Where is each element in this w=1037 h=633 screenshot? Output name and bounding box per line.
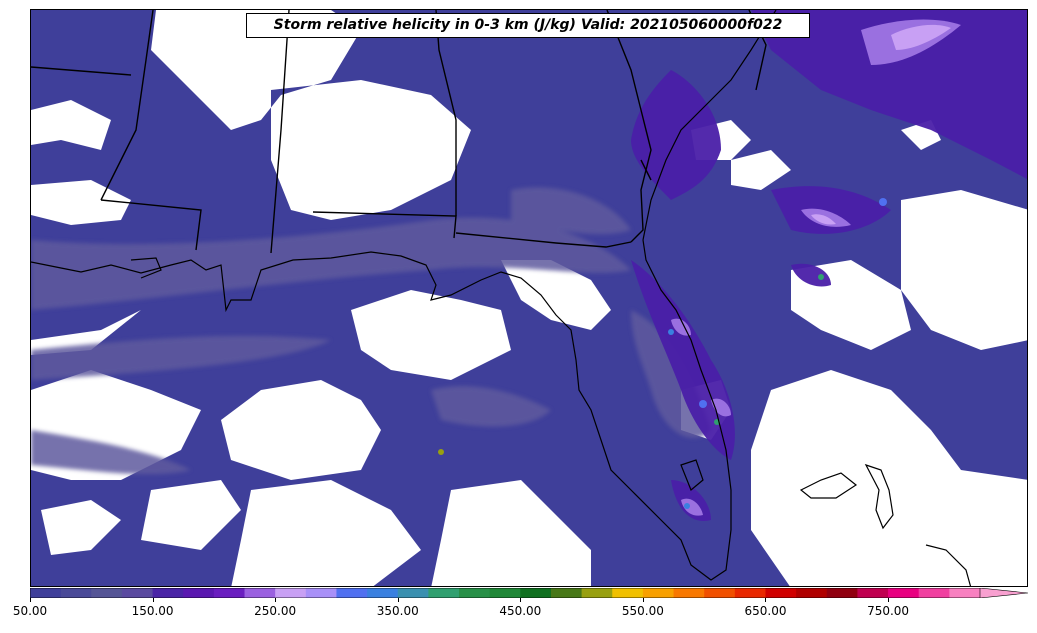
colorbar-tick (642, 598, 644, 602)
colorbar-tick-label: 750.00 (867, 604, 910, 618)
colorbar-segment (765, 588, 797, 598)
colorbar-segment (275, 588, 307, 598)
colorbar-segment (796, 588, 828, 598)
helicity-base-region (31, 10, 1027, 586)
colorbar-segment (121, 588, 154, 598)
colorbar-tick (152, 598, 154, 602)
colorbar-extend-arrow (979, 588, 1028, 598)
colorbar-segment (704, 588, 736, 598)
helicity-map (31, 10, 1027, 586)
colorbar-segment (152, 588, 184, 598)
colorbar-tick-label: 250.00 (254, 604, 297, 618)
colorbar-segment (642, 588, 675, 598)
colorbar-segment (520, 588, 552, 598)
colorbar-segment (213, 588, 246, 598)
helicity-field (31, 10, 1027, 586)
colorbar-tick-label: 450.00 (499, 604, 542, 618)
colorbar-tick-label: 650.00 (744, 604, 787, 618)
colorbar-segment (305, 588, 337, 598)
colorbar-segment (428, 588, 460, 598)
colorbar-tick-label: 150.00 (131, 604, 174, 618)
colorbar (30, 588, 1028, 598)
colorbar-segment (367, 588, 399, 598)
colorbar-segment (673, 588, 705, 598)
colorbar-segment (183, 588, 215, 598)
colorbar-segment (459, 588, 491, 598)
colorbar-segment (612, 588, 644, 598)
colorbar-segment (489, 588, 521, 598)
colorbar-segment (550, 588, 583, 598)
colorbar-tick-label: 550.00 (621, 604, 664, 618)
colorbar-segment (734, 588, 766, 598)
colorbar-segment (888, 588, 920, 598)
colorbar-tick (520, 598, 522, 602)
colorbar-segment (397, 588, 429, 598)
helicity-pale-pockets (811, 24, 951, 225)
colorbar-segment (857, 588, 889, 598)
colorbar-tick (275, 598, 277, 602)
colorbar-segment (244, 588, 276, 598)
colorbar-tick-label: 350.00 (376, 604, 419, 618)
colorbar-tick (397, 598, 399, 602)
map-frame (30, 9, 1028, 587)
colorbar-tick (888, 598, 890, 602)
colorbar-segment (336, 588, 368, 598)
colorbar-segment (581, 588, 613, 598)
colorbar-tick (30, 598, 31, 602)
colorbar-segment (918, 588, 950, 598)
colorbar-tick-label: 50.00 (12, 604, 48, 618)
colorbar-segment (30, 588, 62, 598)
colorbar-segment (949, 588, 981, 598)
state-borders (31, 10, 767, 254)
colorbar-tick (765, 598, 767, 602)
helicity-core-band (631, 10, 1027, 521)
colorbar-segment (91, 588, 123, 598)
colorbar-segment (826, 588, 858, 598)
coastlines (31, 10, 972, 586)
map-title: Storm relative helicity in 0-3 km (J/kg)… (246, 13, 810, 38)
colorbar-segment (60, 588, 92, 598)
helicity-streaks (31, 187, 711, 475)
